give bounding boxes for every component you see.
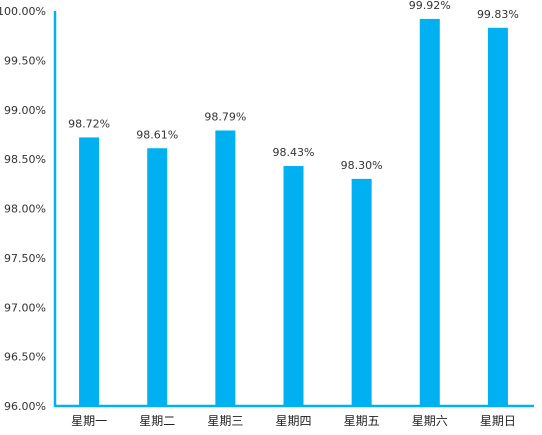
bar	[419, 18, 440, 407]
y-tick-label: 96.00%	[4, 400, 46, 413]
y-tick-label: 96.50%	[4, 351, 46, 364]
category-label: 星期六	[412, 414, 448, 428]
y-tick-label: 98.00%	[4, 203, 46, 216]
y-tick-label: 100.00%	[0, 5, 46, 18]
category-label: 星期三	[207, 414, 243, 428]
category-label: 星期四	[275, 414, 311, 428]
bar	[79, 137, 100, 406]
category-labels: 星期一 星期二 星期三 星期四 星期五 星期六 星期日	[71, 414, 516, 428]
category-label: 星期日	[480, 414, 516, 428]
category-label: 星期五	[344, 414, 380, 428]
y-tick-label: 98.50%	[4, 153, 46, 166]
bar-series	[79, 18, 508, 407]
category-label: 星期一	[71, 414, 107, 428]
data-label: 98.79%	[204, 110, 246, 123]
bar	[351, 178, 372, 406]
data-label: 99.92%	[409, 0, 451, 12]
data-label: 98.72%	[68, 117, 110, 130]
data-label: 98.43%	[273, 146, 315, 159]
data-label: 99.83%	[477, 8, 519, 21]
bar	[283, 166, 304, 406]
y-tick-label: 97.50%	[4, 252, 46, 265]
y-tick-label: 99.50%	[4, 54, 46, 67]
y-tick-label: 97.00%	[4, 301, 46, 314]
y-tick-label: 99.00%	[4, 104, 46, 117]
data-label: 98.61%	[136, 128, 178, 141]
y-axis-tick-labels: 96.00% 96.50% 97.00% 97.50% 98.00% 98.50% 99.0…	[0, 5, 46, 413]
category-label: 星期二	[139, 414, 175, 428]
bar	[147, 148, 168, 406]
bar	[487, 27, 508, 406]
data-labels: 98.72% 98.61% 98.79% 98.43% 98.30% 99.92% 99.8…	[68, 0, 519, 172]
bar	[215, 130, 236, 407]
data-label: 98.30%	[341, 159, 383, 172]
